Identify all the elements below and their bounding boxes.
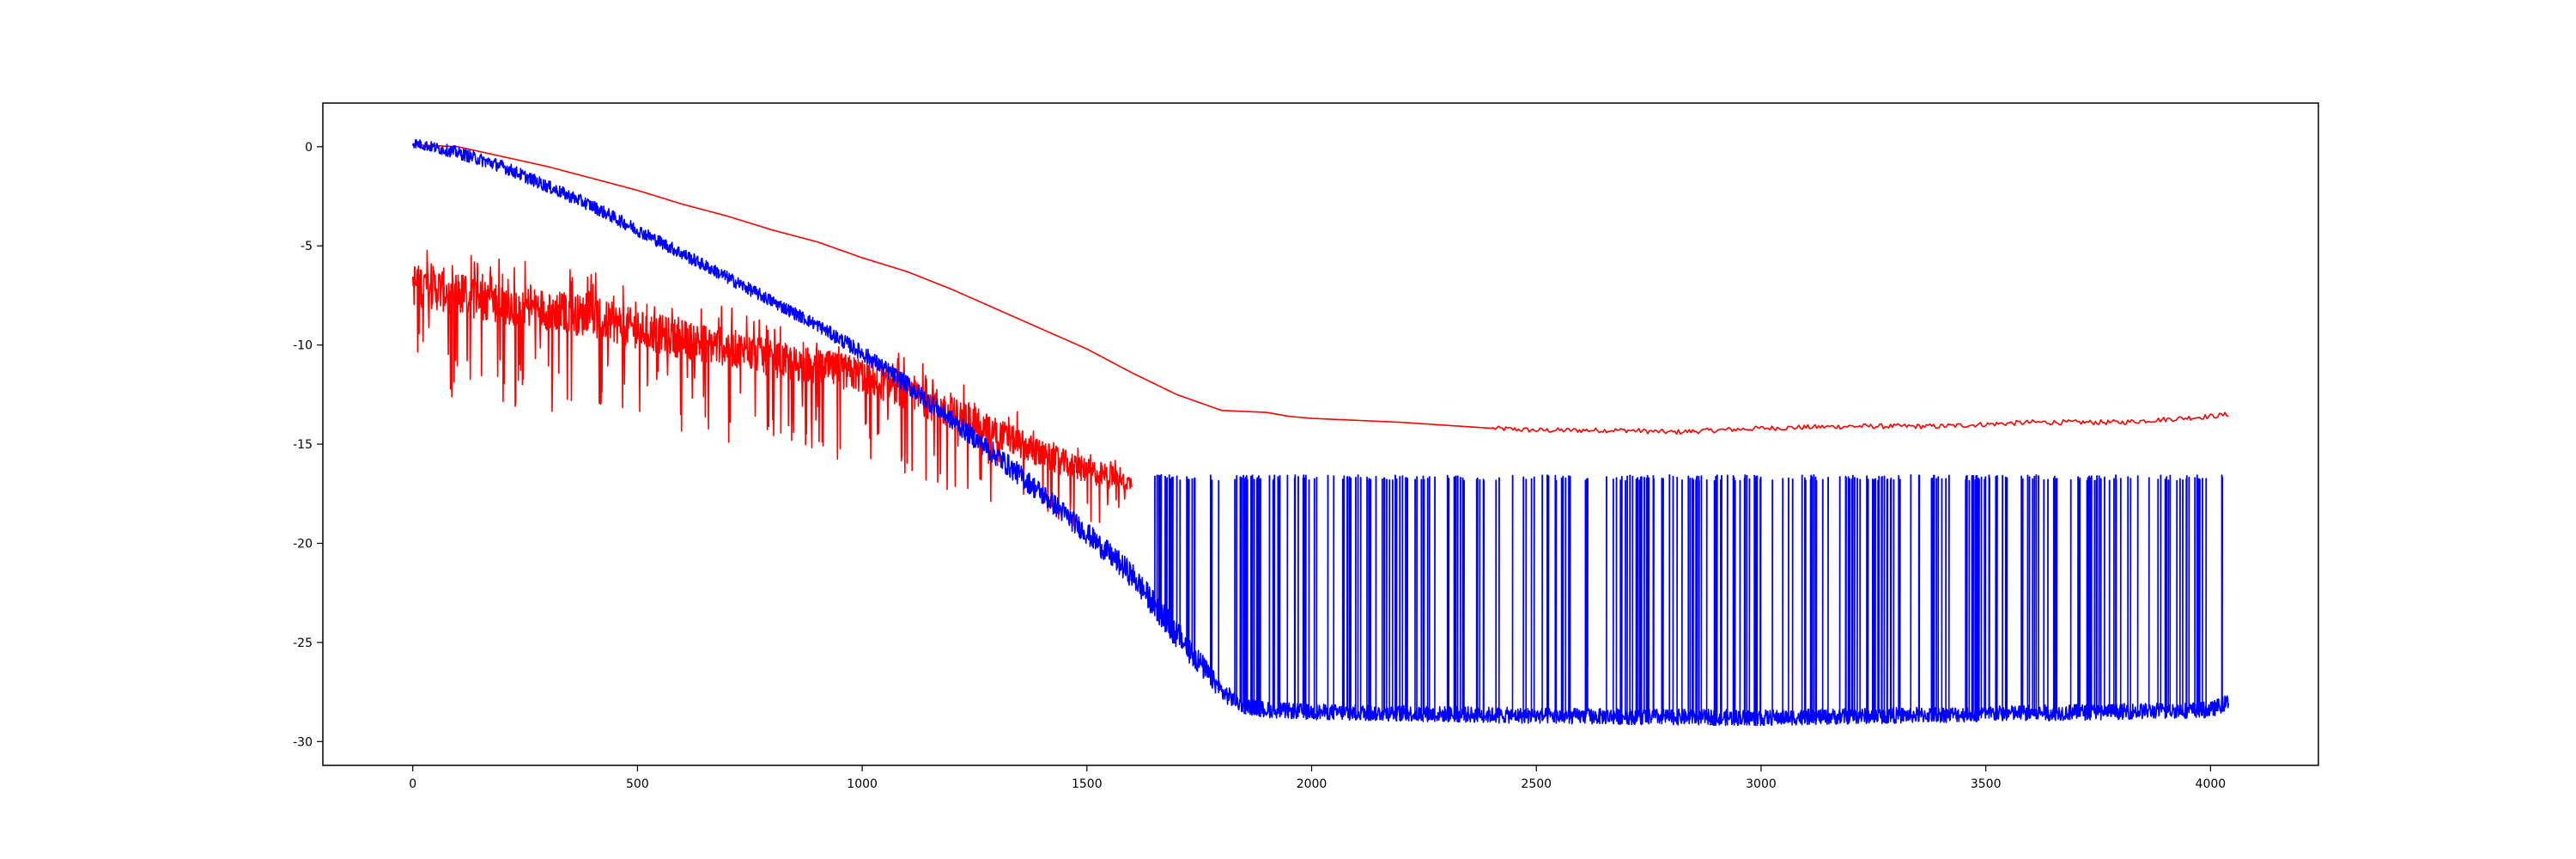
y-tick-label: -25 (293, 637, 313, 650)
y-tick-label: -30 (293, 735, 313, 749)
series-line-1 (411, 249, 1133, 527)
x-tick-label: 1000 (847, 777, 878, 791)
y-tick-label: -20 (293, 537, 313, 551)
x-tick-label: 4000 (2196, 777, 2227, 791)
x-tick-label: 2500 (1521, 777, 1552, 791)
y-tick-label: -15 (293, 438, 313, 452)
series-layer (411, 139, 2230, 727)
x-tick-label: 1500 (1072, 777, 1103, 791)
y-tick-label: 0 (305, 141, 313, 155)
y-tick-label: -10 (293, 339, 313, 353)
x-axis: 0 500 1000 1500 2000 2500 3000 3500 4000 (409, 765, 2226, 791)
plot-frame (322, 102, 2319, 766)
x-tick-label: 3500 (1971, 777, 2002, 791)
x-tick-label: 500 (626, 777, 649, 791)
y-axis: 0 -5 -10 -15 -20 -25 -30 (293, 141, 323, 749)
series-line-0 (412, 143, 2229, 436)
x-tick-label: 0 (409, 777, 416, 791)
x-tick-label: 3000 (1746, 777, 1777, 791)
x-tick-label: 2000 (1297, 777, 1327, 791)
series-line-2 (411, 139, 2230, 727)
y-tick-label: -5 (301, 240, 313, 253)
